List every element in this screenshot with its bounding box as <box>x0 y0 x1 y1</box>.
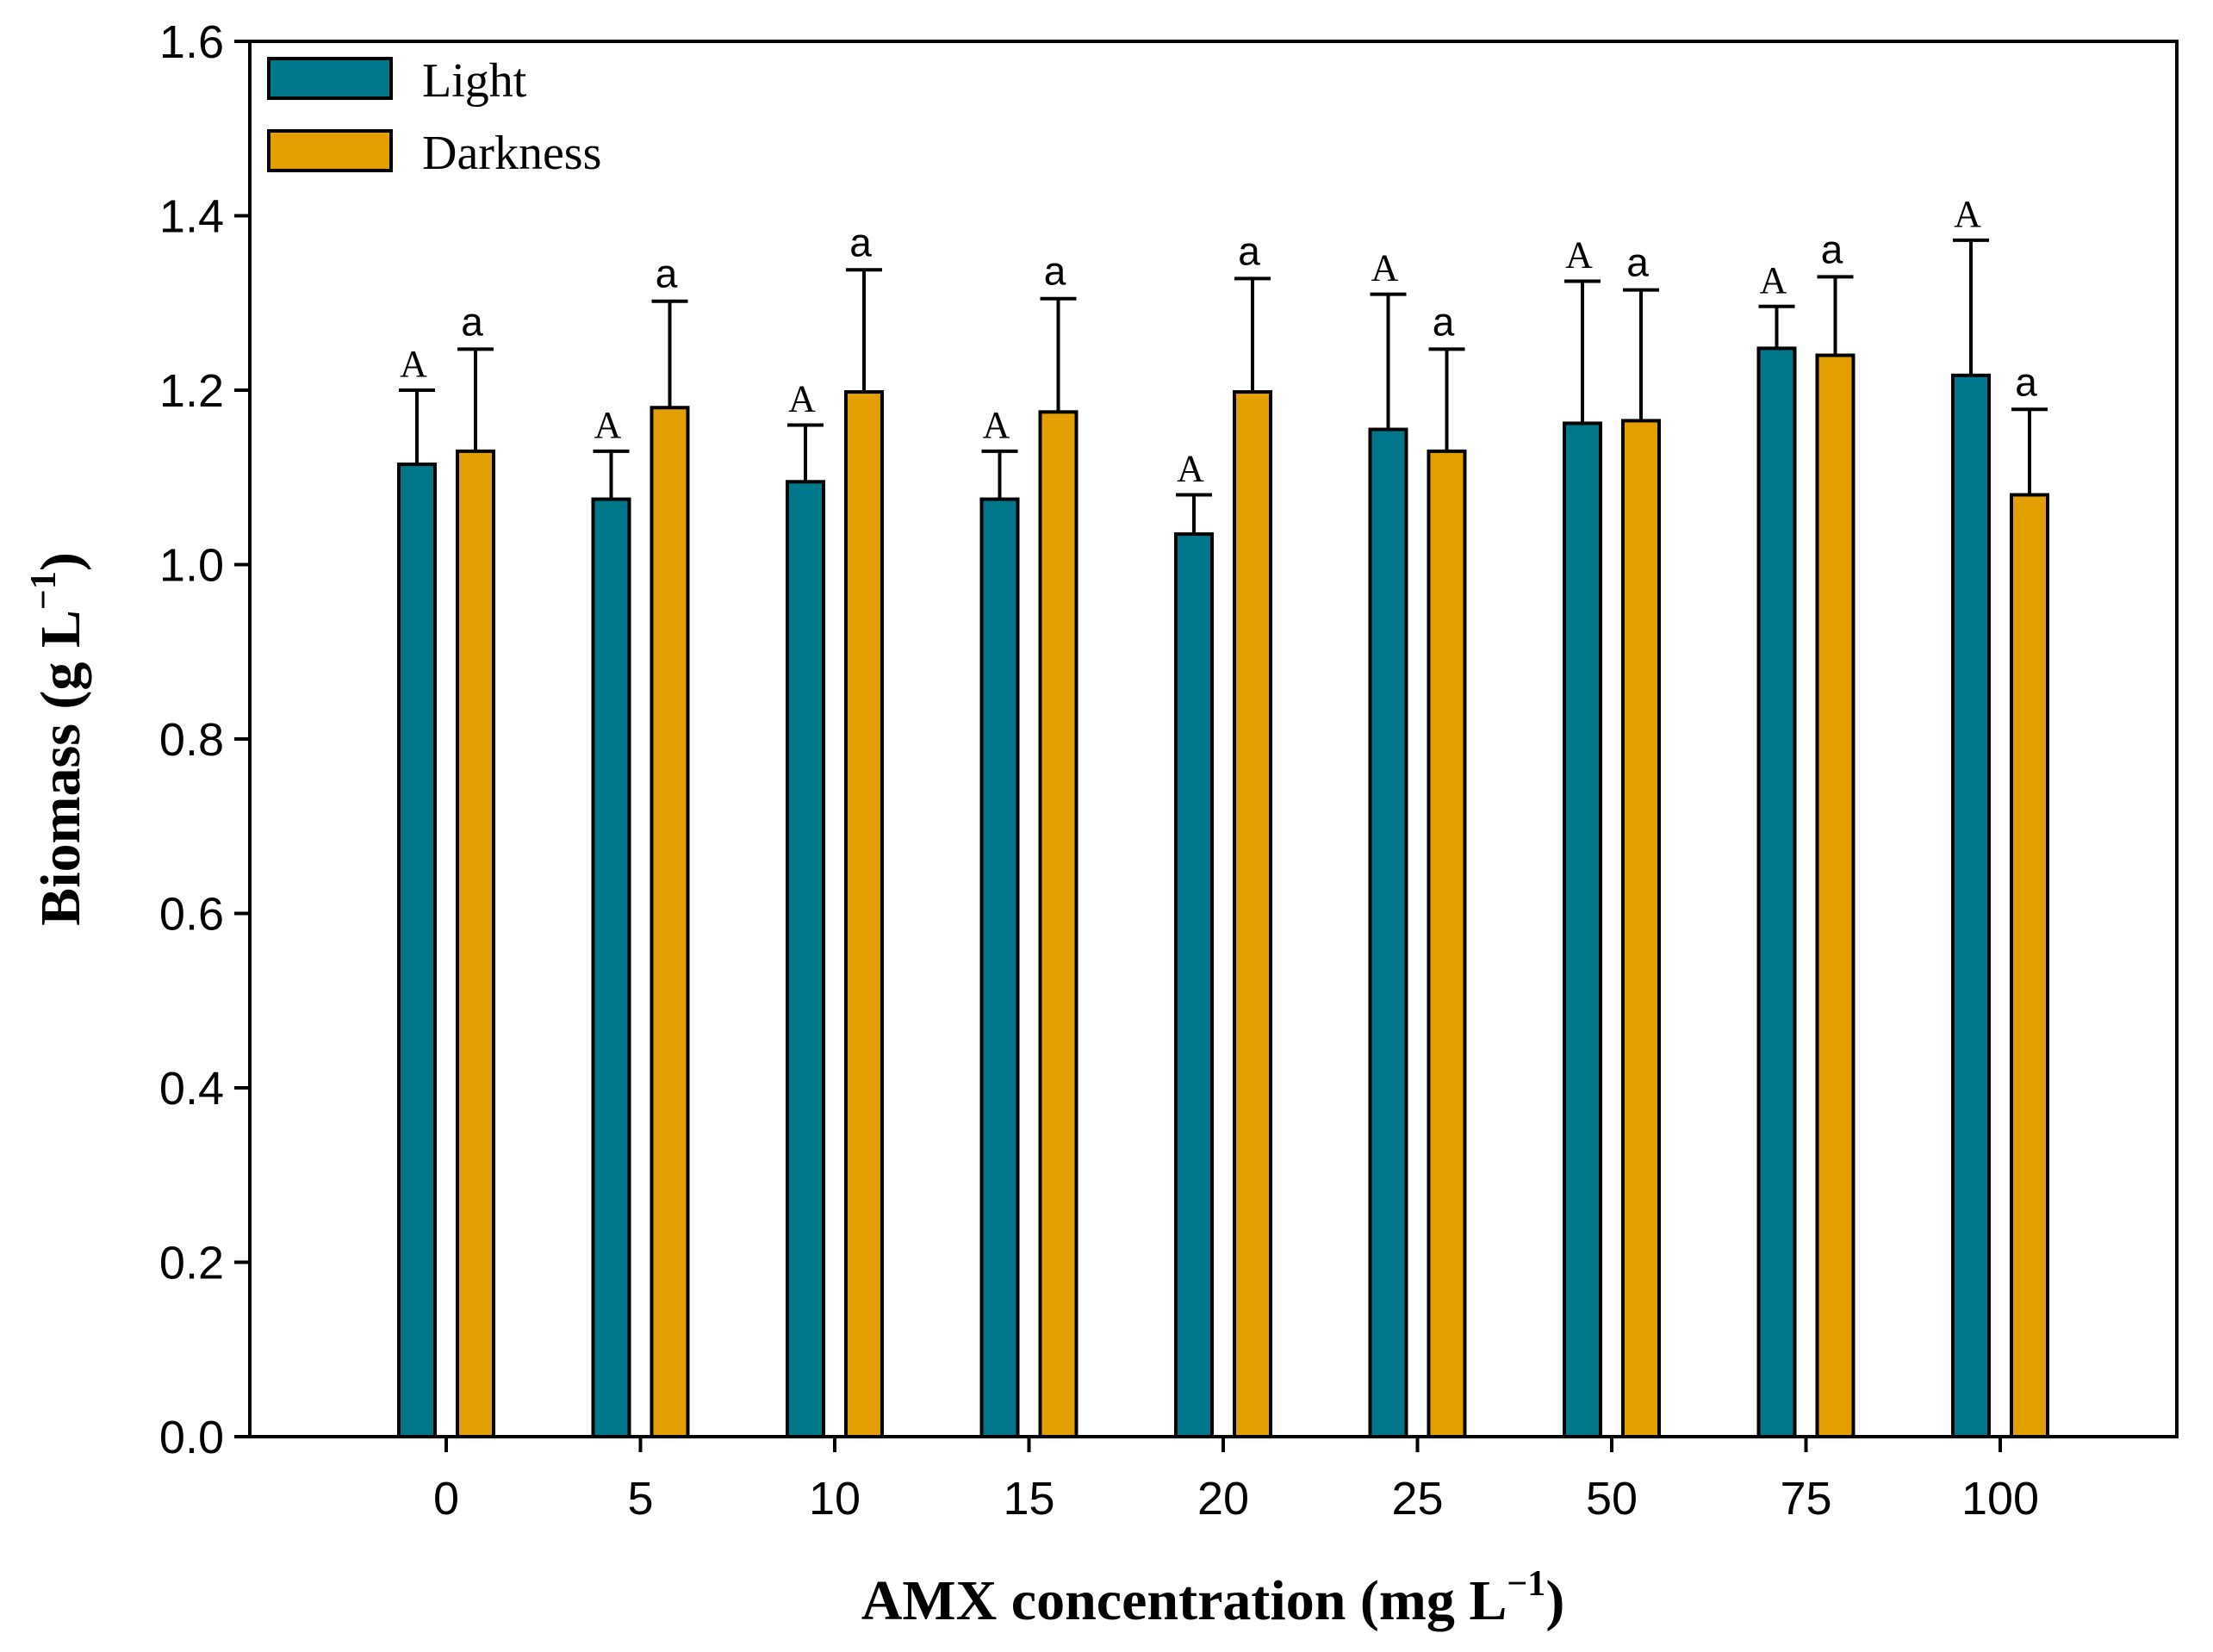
legend-label-darkness: Darkness <box>422 127 601 180</box>
bar-layer <box>397 346 2049 1439</box>
significance-label-darkness: a <box>1238 228 1260 273</box>
bar-light <box>1174 532 1214 1438</box>
y-tick-label: 0.0 <box>159 1412 224 1463</box>
significance-label-darkness: a <box>1044 249 1066 294</box>
bar-light <box>786 480 825 1438</box>
significance-label-light: A <box>594 404 622 446</box>
significance-label-light: A <box>1371 247 1399 289</box>
bar-light <box>397 463 437 1438</box>
y-axis: 0.0 0.2 0.4 0.6 0.8 1.0 1.2 1.4 1.6 <box>159 16 250 1463</box>
x-tick-label: 10 <box>809 1473 861 1525</box>
x-axis-title-close: ) <box>1545 1569 1564 1632</box>
bar-darkness <box>650 406 690 1438</box>
significance-label-darkness: a <box>461 299 483 344</box>
x-axis-title: AMX concentration (mg L−1) <box>861 1564 1565 1632</box>
y-tick-label: 0.2 <box>159 1238 224 1289</box>
y-axis-title: Biomass (g L−1) <box>24 552 92 926</box>
y-tick-label: 1.2 <box>159 365 224 417</box>
legend-label-light: Light <box>422 54 527 108</box>
bar-light <box>1951 373 1991 1439</box>
x-tick-label: 0 <box>433 1473 459 1525</box>
significance-label-light: A <box>788 378 816 420</box>
y-tick-label: 0.4 <box>159 1063 224 1115</box>
x-tick-label: 5 <box>627 1473 653 1525</box>
x-tick-label: 15 <box>1003 1473 1054 1525</box>
y-tick-label: 1.4 <box>159 191 224 243</box>
significance-label-light: A <box>1954 193 1981 235</box>
significance-label-darkness: a <box>656 252 678 296</box>
legend-item-darkness: Darkness <box>267 127 601 180</box>
significance-label-light: A <box>1760 259 1787 301</box>
significance-label-darkness: a <box>1626 240 1649 285</box>
bar-light <box>1756 346 1797 1438</box>
bar-darkness <box>844 390 884 1438</box>
x-tick-label: 75 <box>1780 1473 1831 1525</box>
significance-label-light: A <box>1177 448 1204 490</box>
significance-label-light: A <box>983 404 1010 446</box>
bar-darkness <box>1427 449 1467 1438</box>
legend-item-light: Light <box>267 54 527 108</box>
y-tick-label: 0.8 <box>159 714 224 766</box>
x-tick-label: 25 <box>1391 1473 1443 1525</box>
significance-label-darkness: a <box>849 220 872 264</box>
significance-label-light: A <box>400 343 427 385</box>
bar-light <box>1368 427 1408 1438</box>
bar-darkness <box>456 449 495 1438</box>
y-tick-label: 1.6 <box>159 16 224 68</box>
bar-light <box>591 497 631 1438</box>
x-tick-label: 100 <box>1961 1473 2039 1525</box>
y-tick-label: 0.6 <box>159 889 224 941</box>
y-axis-title-superscript: −1 <box>24 571 64 610</box>
y-tick-label: 1.0 <box>159 540 224 592</box>
bar-light <box>1563 421 1602 1439</box>
bar-darkness <box>1038 410 1079 1438</box>
y-axis-title-text: Biomass (g L <box>29 610 92 926</box>
y-axis-title-close: ) <box>29 552 92 571</box>
bar-light <box>979 497 1020 1438</box>
x-axis: 0 5 10 15 20 25 50 75 100 <box>433 1437 2039 1525</box>
x-tick-label: 20 <box>1197 1473 1249 1525</box>
bar-darkness <box>1233 390 1272 1438</box>
errorbar-layer <box>399 238 2048 535</box>
significance-label-darkness: a <box>1821 227 1843 271</box>
bar-darkness <box>1621 419 1661 1438</box>
significance-label-light: A <box>1565 233 1593 276</box>
significance-label-layer: A A A A A A A A Aa a a a a a a a a <box>400 193 2037 490</box>
significance-label-darkness: a <box>1433 299 1455 344</box>
legend-swatch-light <box>267 57 393 100</box>
bar-darkness <box>2010 493 2049 1438</box>
x-axis-title-text: AMX concentration (mg L <box>861 1569 1507 1632</box>
x-tick-label: 50 <box>1586 1473 1638 1525</box>
legend-swatch-darkness <box>267 129 393 172</box>
legend: Light Darkness <box>267 54 601 180</box>
x-axis-title-superscript: −1 <box>1507 1564 1545 1604</box>
bar-darkness <box>1815 353 1856 1438</box>
significance-label-darkness: a <box>2015 359 2037 404</box>
